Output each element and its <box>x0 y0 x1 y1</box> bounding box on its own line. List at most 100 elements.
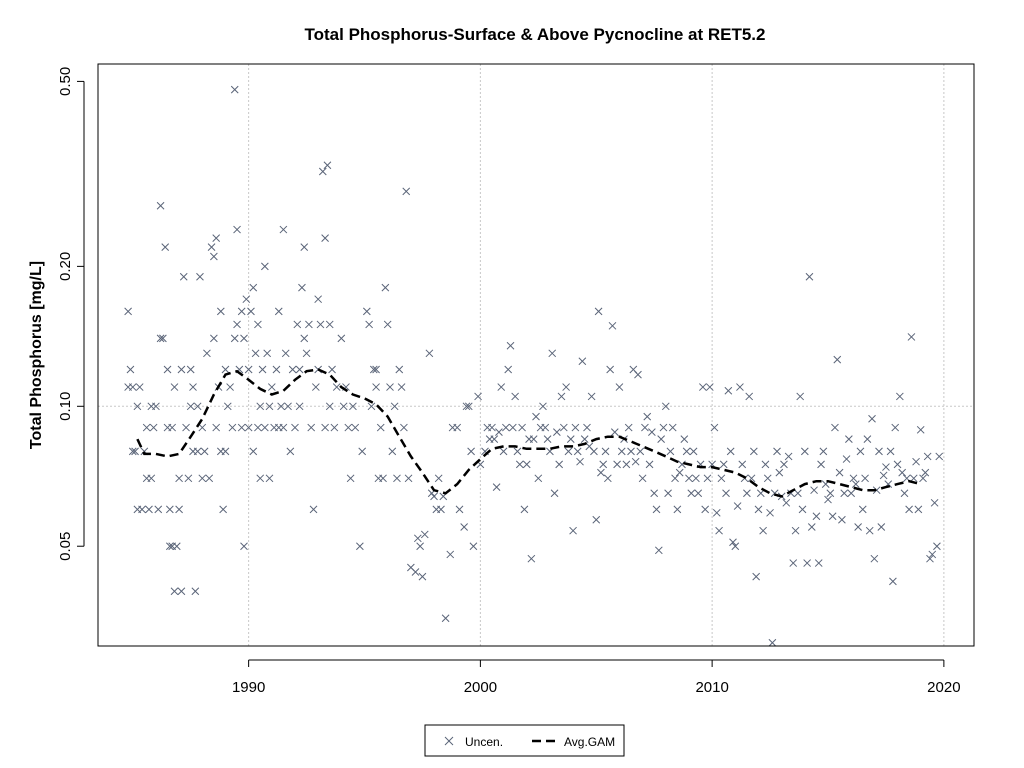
data-point <box>613 460 621 469</box>
data-point <box>745 392 754 401</box>
data-point <box>759 526 767 535</box>
data-point <box>175 474 183 483</box>
data-point <box>504 365 513 374</box>
data-point <box>659 423 668 432</box>
data-point <box>265 402 274 411</box>
data-point <box>256 402 265 411</box>
data-point <box>261 423 269 432</box>
data-point <box>198 423 207 432</box>
data-point <box>705 383 714 391</box>
data-point <box>286 447 295 456</box>
data-point <box>196 272 204 281</box>
data-point <box>928 550 937 559</box>
data-point <box>657 435 665 443</box>
data-point <box>163 365 172 374</box>
data-point <box>736 383 744 391</box>
data-point <box>889 577 897 586</box>
data-point <box>189 383 197 391</box>
data-point <box>165 505 174 514</box>
data-point <box>193 447 202 456</box>
data-point <box>529 435 538 443</box>
y-tick-label: 0.05 <box>57 532 74 561</box>
data-point <box>789 559 798 567</box>
data-point <box>636 447 645 456</box>
data-point <box>645 460 654 469</box>
data-point <box>794 489 802 498</box>
data-point <box>775 468 784 477</box>
data-point <box>812 512 821 521</box>
data-point <box>622 460 631 469</box>
data-point <box>513 447 522 456</box>
data-point <box>379 474 387 483</box>
data-point <box>648 428 656 436</box>
data-point <box>205 474 214 483</box>
data-point <box>826 489 835 498</box>
data-point <box>548 349 557 358</box>
data-point <box>460 523 469 531</box>
data-point <box>305 320 313 329</box>
legend-label-uncen: Uncen. <box>465 735 503 749</box>
data-point <box>515 460 524 469</box>
data-point <box>172 542 181 551</box>
data-point <box>541 423 550 432</box>
data-point <box>518 423 526 432</box>
data-point <box>184 474 193 483</box>
data-point <box>441 614 450 623</box>
data-point <box>344 423 353 432</box>
data-point <box>469 542 478 551</box>
data-point <box>191 587 200 596</box>
data-point <box>578 357 587 366</box>
data-point <box>624 423 633 432</box>
data-point <box>349 402 357 411</box>
avg-gam-line <box>136 368 922 498</box>
data-point <box>810 486 818 495</box>
data-point <box>668 423 677 432</box>
data-point <box>198 474 207 483</box>
data-point <box>733 502 742 510</box>
data-point <box>550 489 559 498</box>
data-point <box>898 468 907 477</box>
data-point <box>372 365 380 374</box>
data-point <box>893 460 902 469</box>
data-point <box>430 492 438 501</box>
data-point <box>828 512 837 521</box>
data-point <box>325 320 334 329</box>
data-point <box>747 474 756 483</box>
data-point <box>277 402 285 411</box>
data-point <box>573 447 582 456</box>
data-point <box>661 402 670 411</box>
data-point <box>543 435 552 443</box>
data-point <box>875 447 883 456</box>
data-point <box>868 414 876 423</box>
data-point <box>346 474 355 483</box>
data-point <box>230 334 239 343</box>
data-point <box>557 392 566 401</box>
data-point <box>571 423 580 432</box>
data-point <box>754 505 763 514</box>
x-axis: 1990 2000 2010 2020 <box>232 659 961 696</box>
chart-title: Total Phosphorus-Surface & Above Pycnocl… <box>305 25 766 44</box>
data-point <box>228 423 237 432</box>
data-point <box>703 474 712 483</box>
data-point <box>126 365 135 374</box>
data-point <box>726 447 735 456</box>
data-point <box>212 423 221 432</box>
data-point <box>416 542 424 551</box>
data-point <box>369 365 378 374</box>
data-point <box>566 435 575 443</box>
data-point <box>729 538 737 547</box>
data-point <box>784 452 793 461</box>
data-point <box>152 402 160 411</box>
data-point <box>311 383 320 391</box>
data-point <box>210 252 218 261</box>
data-point <box>592 515 601 524</box>
data-point <box>256 474 265 483</box>
data-point <box>307 423 316 432</box>
data-point <box>142 423 151 432</box>
data-point <box>210 334 218 343</box>
data-point <box>833 355 842 364</box>
data-point <box>328 365 336 374</box>
data-point <box>455 505 464 514</box>
data-point <box>615 383 624 391</box>
data-point <box>182 423 190 432</box>
